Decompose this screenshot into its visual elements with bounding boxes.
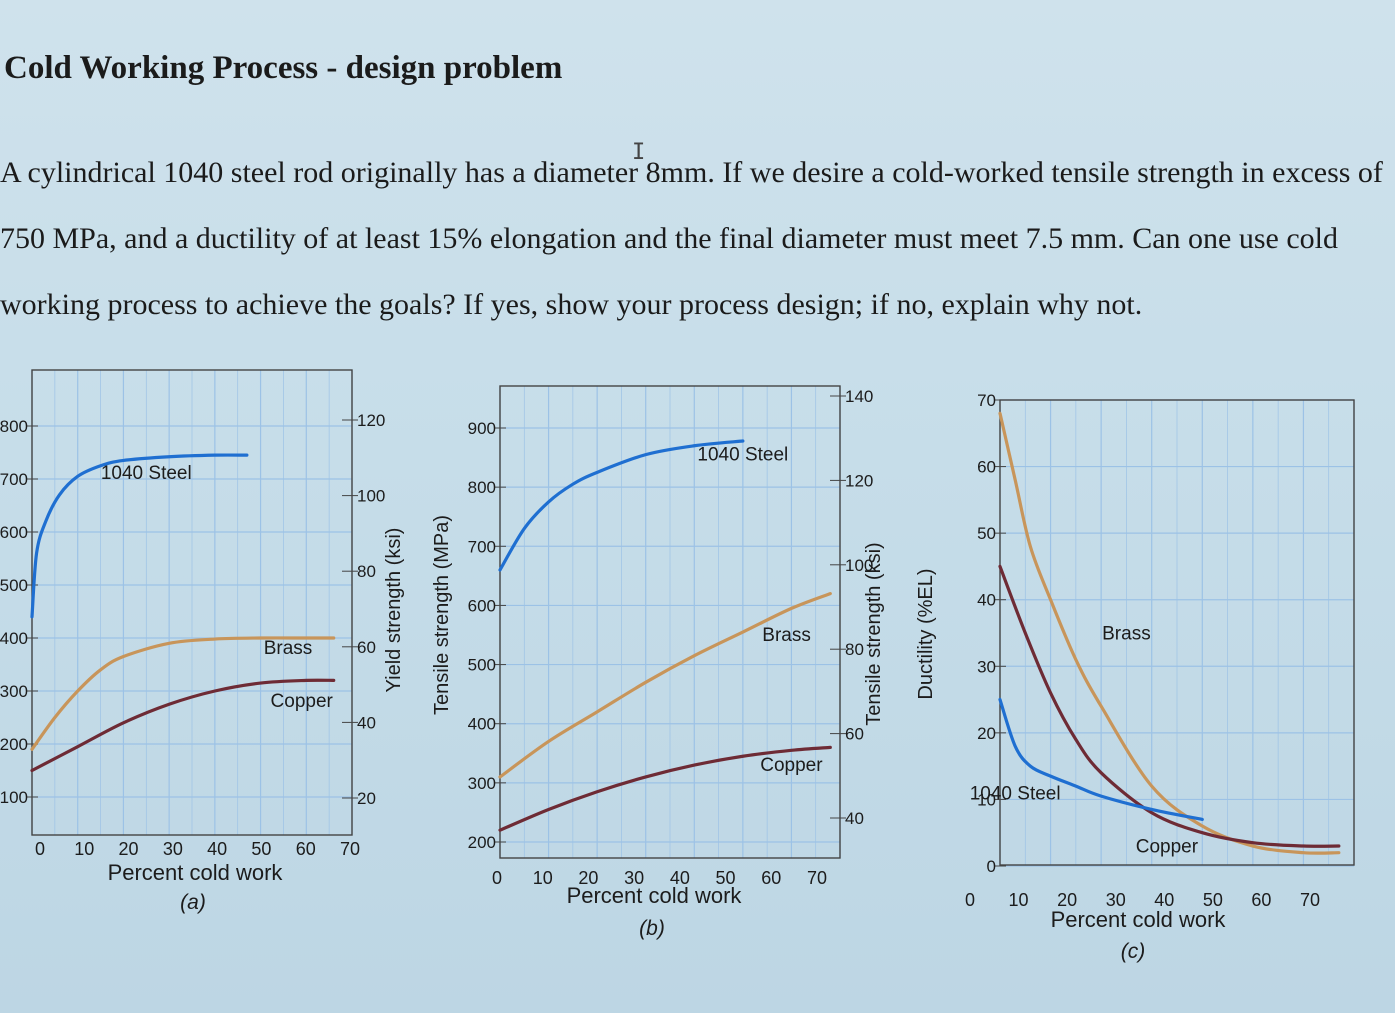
panel-a-brass-curve (30, 636, 336, 751)
panel-c-copper-curve (998, 564, 1341, 848)
panel-c-y-axis-title: Ductility (%EL) (915, 568, 937, 699)
panel-c-x-tick-label: 60 (1251, 890, 1271, 910)
panel-b-y-tick-label: 200 (468, 833, 496, 852)
panel-b-1040-steel-label: 1040 Steel (697, 445, 788, 466)
panel-c-brass-curve (998, 411, 1341, 855)
panel-a-copper-curve (30, 678, 336, 773)
panel-b-y-tick-label: 500 (468, 656, 496, 675)
panel-b-y2-axis-title: Tensile strength (ksi) (863, 542, 885, 725)
panel-b-x-tick-label: 20 (578, 868, 598, 888)
panel-b-brass-label: Brass (762, 625, 811, 646)
panel-c-x-tick-label: 40 (1154, 890, 1174, 910)
panel-c-y-tick-label: 0 (987, 857, 996, 876)
panel-c-copper-label: Copper (1136, 837, 1199, 858)
panel-b-1040-steel-curve (498, 439, 745, 572)
panel-a-y2-tick-label: 40 (357, 713, 376, 732)
panel-b-y-tick-label: 700 (468, 537, 496, 556)
panel-a-1040-steel-curve (30, 453, 249, 619)
panel-a-y-tick-label: 700 (0, 470, 28, 489)
panel-c-x-tick-label: 20 (1057, 890, 1077, 910)
panel-c-y-tick-label: 30 (977, 657, 996, 676)
panel-a-y-tick-label: 300 (0, 682, 28, 701)
panel-c-panel-label: (c) (1121, 940, 1146, 963)
panel-a-copper-label: Copper (271, 691, 334, 712)
panel-a-y2-axis-title: Yield strength (ksi) (383, 528, 405, 693)
panel-b-y2-tick-label: 140 (845, 387, 873, 406)
panel-a-y-tick-label: 100 (0, 788, 28, 807)
panel-b-x-axis-title: Percent cold work (567, 883, 743, 908)
panel-c-x-tick-label: 30 (1106, 890, 1126, 910)
panel-a-x-tick-label: 40 (207, 839, 227, 859)
panel-c-y-tick-label: 60 (977, 458, 996, 477)
panel-c-x-axis-title: Percent cold work (1051, 907, 1227, 932)
panel-c-y-tick-label: 40 (977, 591, 996, 610)
panel-c-brass-label: Brass (1102, 624, 1151, 645)
panel-a-x-tick-label: 60 (296, 839, 316, 859)
panel-b-plot-frame (499, 385, 841, 859)
problem-statement: A cylindrical 1040 steel rod originally … (0, 156, 1383, 321)
panel-a-1040-steel-label: 1040 Steel (101, 463, 192, 484)
panel-a-x-tick-label: 30 (163, 839, 183, 859)
panel-c-x-tick-label: 10 (1009, 890, 1029, 910)
text-cursor-icon: I (632, 140, 646, 165)
panel-b-x-tick-label: 10 (533, 868, 553, 888)
panel-a-y2-tick-label: 60 (357, 638, 376, 657)
panel-c-y-tick-label: 10 (977, 790, 996, 809)
panel-b-brass-curve (498, 592, 832, 779)
panel-b-y-tick-label: 300 (468, 774, 496, 793)
panel-a-x-tick-label: 0 (35, 839, 45, 859)
panel-a-x-tick-label: 50 (251, 839, 271, 859)
panel-c-y-tick-label: 70 (977, 391, 996, 410)
panel-b-copper-curve (498, 745, 832, 832)
panel-c-y-tick-label: 50 (977, 524, 996, 543)
panel-b-y-tick-label: 900 (468, 419, 496, 438)
panel-c-y-tick-label: 20 (977, 724, 996, 743)
panel-a-x-tick-label: 10 (74, 839, 94, 859)
panel-c-x-tick-label: 50 (1203, 890, 1223, 910)
panel-c-x-tick-label: 0 (965, 890, 975, 910)
panel-a-y-tick-label: 800 (0, 417, 28, 436)
panel-a-y2-tick-label: 80 (357, 562, 376, 581)
panel-a-y-tick-label: 200 (0, 735, 28, 754)
panel-b-y2-tick-label: 100 (845, 556, 873, 575)
panel-b-y2-tick-label: 60 (845, 725, 864, 744)
panel-b-y2-tick-label: 40 (845, 809, 864, 828)
panel-b-x-tick-label: 0 (492, 868, 502, 888)
panel-b-y2-tick-label: 120 (845, 471, 873, 490)
panel-b-x-tick-label: 60 (761, 868, 781, 888)
panel-a-x-axis-title: Percent cold work (108, 860, 284, 885)
panel-a-x-tick-label: 70 (340, 839, 360, 859)
panel-b-x-tick-label: 40 (670, 868, 690, 888)
panel-b-y-tick-label: 600 (468, 596, 496, 615)
panel-a-y-tick-label: 400 (0, 629, 28, 648)
panel-a-brass-label: Brass (264, 638, 313, 659)
panel-c-plot-frame (999, 399, 1355, 866)
panel-b-y2-tick-label: 80 (845, 640, 864, 659)
panel-b-x-tick-label: 30 (624, 868, 644, 888)
page-title: Cold Working Process - design problem (4, 50, 563, 86)
panel-c-1040-steel-curve (998, 697, 1204, 821)
panel-b-y-tick-label: 400 (468, 715, 496, 734)
panel-b-x-tick-label: 70 (807, 868, 827, 888)
panel-b-y-tick-label: 800 (468, 478, 496, 497)
panel-b-x-tick-label: 50 (716, 868, 736, 888)
panel-a-y2-tick-label: 100 (357, 487, 385, 506)
panel-c-1040-steel-label: 1040 Steel (970, 783, 1061, 804)
panel-b-copper-label: Copper (760, 755, 823, 776)
panel-a-x-tick-label: 20 (119, 839, 139, 859)
panel-b-panel-label: (b) (639, 917, 665, 940)
panel-b-y-axis-title: Tensile strength (MPa) (431, 515, 453, 715)
panel-a-y-tick-label: 600 (0, 523, 28, 542)
panel-a-y2-tick-label: 120 (357, 411, 385, 430)
panel-a-y-tick-label: 500 (0, 576, 28, 595)
panel-a-y2-tick-label: 20 (357, 789, 376, 808)
panel-c-x-tick-label: 70 (1300, 890, 1320, 910)
panel-a-panel-label: (a) (180, 891, 206, 914)
